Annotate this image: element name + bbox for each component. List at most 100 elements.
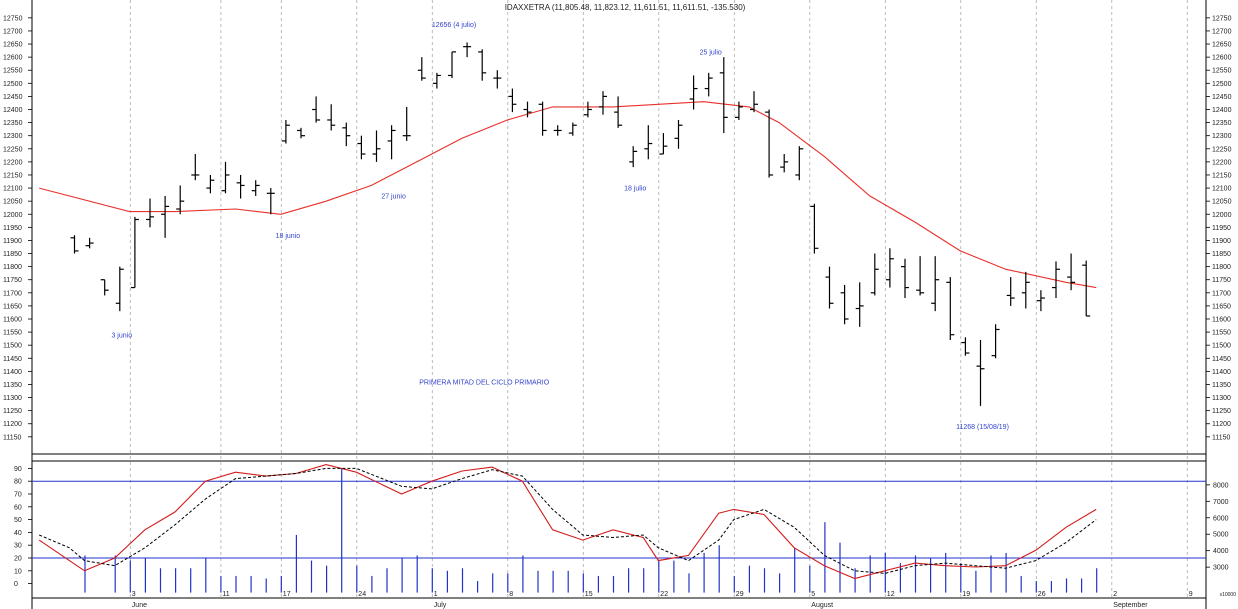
day-label: 19 xyxy=(962,591,970,598)
price-bar xyxy=(538,101,547,136)
price-bar xyxy=(387,125,396,160)
price-bar xyxy=(1036,290,1045,312)
price-bar xyxy=(946,277,955,340)
day-label: 3 xyxy=(132,591,136,598)
price-bar xyxy=(901,258,909,299)
price-tick-label: 11550 xyxy=(3,330,22,337)
price-bar xyxy=(885,248,894,288)
price-bar xyxy=(70,235,79,254)
stochastic-tick-label: 50 xyxy=(14,517,22,524)
price-tick-label: 11750 xyxy=(1212,277,1231,284)
day-label: 5 xyxy=(811,591,815,598)
month-label: September xyxy=(1113,602,1148,609)
price-bar xyxy=(417,57,426,81)
price-tick-label: 11600 xyxy=(1212,316,1231,323)
volume-unit-label: x10000 xyxy=(1220,592,1237,598)
price-tick-label: 12500 xyxy=(1212,81,1232,88)
price-bar xyxy=(100,279,109,296)
day-label: 29 xyxy=(736,591,744,598)
day-label: 15 xyxy=(585,591,593,598)
price-tick-label: 12050 xyxy=(3,199,23,206)
stochastic-lines xyxy=(38,464,1097,580)
price-bar xyxy=(840,284,849,325)
price-tick-label: 11200 xyxy=(3,421,22,428)
price-tick-label: 12350 xyxy=(3,120,23,127)
price-tick-label: 12050 xyxy=(1212,199,1232,206)
vertical-gridlines xyxy=(129,0,1188,598)
stochastic-tick-label: 20 xyxy=(14,556,22,563)
stochastic-tick-label: 90 xyxy=(14,466,22,473)
price-bar xyxy=(266,188,275,215)
price-tick-label: 11850 xyxy=(1212,251,1231,258)
price-tick-label: 12650 xyxy=(1212,42,1232,49)
price-bar xyxy=(236,174,245,199)
price-tick-label: 12500 xyxy=(3,81,23,88)
price-bar xyxy=(523,101,532,118)
price-tick-label: 11350 xyxy=(1212,382,1231,389)
price-bar xyxy=(795,146,804,181)
left-stochastic-axis: 0 10 20 30 40 50 60 70 80 90 xyxy=(14,466,32,588)
price-tick-label: 11950 xyxy=(3,225,22,232)
price-tick-label: 11700 xyxy=(3,290,22,297)
price-tick-label: 12200 xyxy=(1212,159,1232,166)
price-bar xyxy=(1052,261,1060,299)
day-label: 17 xyxy=(283,591,291,598)
price-tick-label: 11300 xyxy=(1212,395,1231,402)
price-tick-label: 12100 xyxy=(3,186,23,193)
day-label: 1 xyxy=(434,591,438,598)
volume-tick-label: 5000 xyxy=(1213,532,1229,539)
price-bars xyxy=(70,42,1091,406)
annotation-label: PRIMERA MITAD DEL CICLO PRIMARIO xyxy=(419,379,549,386)
annotation-label: 27 junio xyxy=(381,194,406,201)
price-tick-label: 11800 xyxy=(3,264,22,271)
price-bar xyxy=(372,130,381,162)
price-bar xyxy=(342,122,351,147)
price-tick-label: 12000 xyxy=(1212,212,1232,219)
price-bar xyxy=(297,127,305,139)
price-bar xyxy=(855,282,864,327)
day-label: 24 xyxy=(358,591,366,598)
annotation-label: 12656 (4 julio) xyxy=(432,22,476,29)
price-bar xyxy=(281,119,290,144)
price-tick-label: 11900 xyxy=(3,238,22,245)
price-bar xyxy=(810,203,819,254)
price-bar xyxy=(176,185,185,215)
price-bar xyxy=(1082,260,1091,317)
price-bar xyxy=(599,91,607,115)
stochastic-tick-label: 70 xyxy=(14,492,22,499)
price-tick-label: 12400 xyxy=(1212,107,1232,114)
price-bar xyxy=(916,256,925,296)
price-tick-label: 12550 xyxy=(3,68,23,75)
left-price-axis: 11150 11200 11250 11300 11350 11400 11450 11500… xyxy=(3,15,32,441)
price-bar xyxy=(659,133,668,155)
month-label: June xyxy=(132,602,147,609)
price-tick-label: 11200 xyxy=(1212,421,1231,428)
price-tick-label: 12600 xyxy=(3,55,23,62)
price-tick-label: 11600 xyxy=(3,316,22,323)
price-bar xyxy=(312,96,321,123)
price-bar xyxy=(221,161,230,194)
price-tick-label: 11550 xyxy=(1212,330,1231,337)
price-tick-label: 11400 xyxy=(3,369,22,376)
price-bar xyxy=(553,125,562,136)
right-volume-axis: 3000 4000 5000 6000 7000 8000 xyxy=(1206,482,1229,572)
price-tick-label: 11900 xyxy=(1212,238,1231,245)
price-tick-label: 11650 xyxy=(1212,303,1231,310)
price-tick-label: 12750 xyxy=(1212,15,1232,22)
stochastic-d-series xyxy=(39,467,1097,574)
price-bar xyxy=(115,266,124,312)
price-tick-label: 12700 xyxy=(3,28,23,35)
month-label: August xyxy=(811,602,833,609)
price-bar xyxy=(357,135,366,160)
price-tick-label: 12000 xyxy=(3,212,23,219)
right-price-axis: 11150 11200 11250 11300 11350 11400 11450 11500… xyxy=(1206,15,1232,441)
price-tick-label: 11150 xyxy=(1212,434,1231,441)
day-label: 2 xyxy=(1113,591,1117,598)
price-bar xyxy=(327,104,336,131)
price-tick-label: 12550 xyxy=(1212,68,1232,75)
volume-tick-label: 7000 xyxy=(1213,499,1229,506)
price-tick-label: 12350 xyxy=(1212,120,1232,127)
price-tick-label: 11250 xyxy=(3,408,22,415)
day-label: 22 xyxy=(660,591,668,598)
moving-average-series xyxy=(39,101,1097,289)
